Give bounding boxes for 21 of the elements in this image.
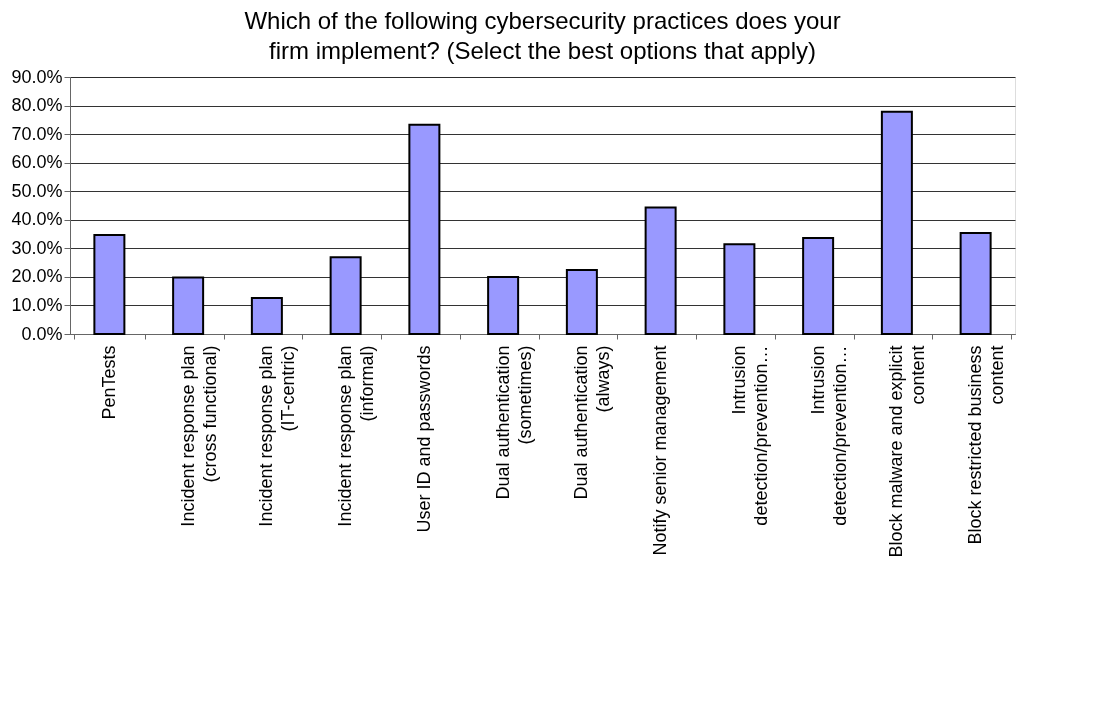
x-tick-label: Notify senior management	[650, 345, 671, 556]
y-tick-label: 30.0%	[11, 237, 63, 258]
y-tick-label: 20.0%	[11, 266, 63, 287]
x-tick-label: Incident response plan (IT-centric)	[256, 345, 299, 527]
x-tick-label: Intrusion detection/prevention…	[728, 345, 771, 526]
y-tick-label: 0.0%	[21, 323, 63, 344]
y-tick-label: 10.0%	[11, 294, 63, 315]
x-tick-label: Dual authentication (always)	[571, 345, 614, 500]
x-tick-label: User ID and passwords	[413, 345, 434, 533]
y-tick-label: 50.0%	[11, 180, 63, 201]
x-tick-label: Dual authentication (sometimes)	[492, 345, 535, 500]
y-tick-label: 40.0%	[11, 209, 63, 230]
y-tick-label: 60.0%	[11, 152, 63, 173]
x-tick-label: Incident response plan (cross functional)	[177, 345, 220, 527]
chart-title: Which of the following cybersecurity practices does your firm implement? (Select the best options that apply)	[244, 7, 841, 64]
y-tick-label: 80.0%	[11, 95, 63, 116]
y-tick-label: 70.0%	[11, 123, 63, 144]
x-tick-label: Incident response plan (informal)	[335, 345, 378, 527]
y-tick-label: 90.0%	[11, 66, 63, 87]
x-tick-label: Intrusion detection/prevention…	[807, 345, 850, 526]
x-tick-label: PenTests	[98, 345, 119, 420]
